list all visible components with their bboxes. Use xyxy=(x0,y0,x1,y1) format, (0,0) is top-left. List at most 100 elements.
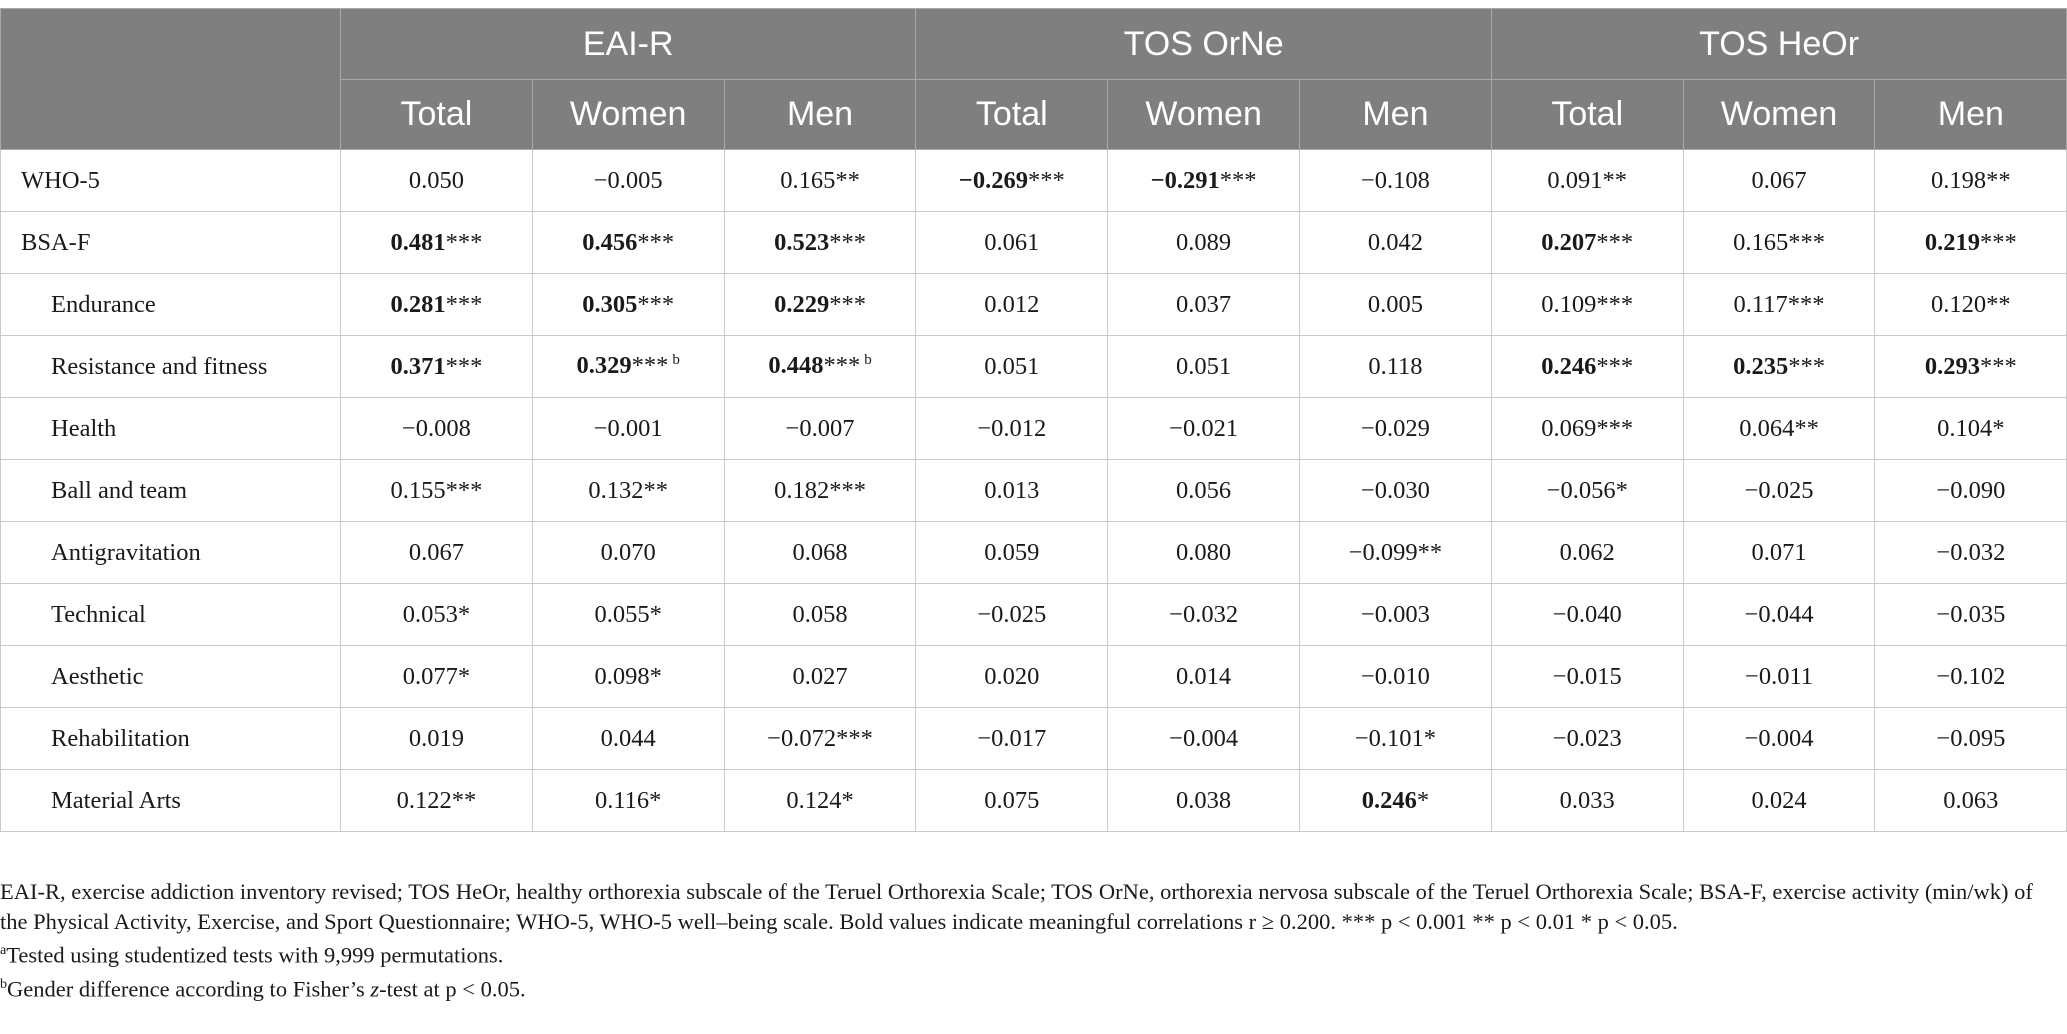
table-cell: −0.001 xyxy=(531,397,725,460)
row-label: Antigravitation xyxy=(0,521,341,584)
significance-stars: ** xyxy=(1602,166,1628,194)
significance-stars: ** xyxy=(451,786,477,814)
table-cell: −0.017 xyxy=(915,707,1109,770)
table-cell: 0.246*** xyxy=(1490,335,1684,398)
cell-value: −0.017 xyxy=(977,724,1047,752)
significance-stars: *** xyxy=(1788,352,1825,380)
cell-value: −0.101 xyxy=(1354,724,1424,752)
significance-stars: ** xyxy=(1986,290,2011,318)
subheader-men: Men xyxy=(1299,79,1492,150)
table-cell: 0.229*** xyxy=(723,273,917,336)
table-cell: 0.020 xyxy=(915,645,1109,708)
cell-value: −0.015 xyxy=(1552,662,1622,690)
table-cell: 0.042 xyxy=(1299,211,1492,274)
table-cell: 0.075 xyxy=(915,769,1109,832)
cell-value: −0.021 xyxy=(1169,414,1239,442)
cell-value: 0.132 xyxy=(588,476,644,504)
cell-value: 0.069 xyxy=(1541,414,1597,442)
table-cell: −0.004 xyxy=(1107,707,1301,770)
table-row: Aesthetic 0.077* 0.098* 0.027 0.020 0.014 −0.0… xyxy=(0,645,2067,708)
cell-value: 0.235 xyxy=(1733,352,1789,380)
table-cell: −0.032 xyxy=(1107,583,1301,646)
cell-value: 0.122 xyxy=(396,786,452,814)
cell-value: 0.305 xyxy=(582,290,638,318)
table-row: Antigravitation 0.067 0.070 0.068 0.059 0.080… xyxy=(0,521,2067,584)
table-cell: 0.198** xyxy=(1874,149,2067,212)
cell-value: 0.075 xyxy=(984,786,1040,814)
row-label: Resistance and fitness xyxy=(0,335,341,398)
table-cell: −0.056* xyxy=(1490,459,1684,522)
cell-value: 0.182 xyxy=(774,476,830,504)
cell-value: 0.104 xyxy=(1937,414,1993,442)
cell-value: 0.371 xyxy=(390,352,446,380)
table-row: BSA-F 0.481*** 0.456*** 0.523*** 0.061 0.089 0… xyxy=(0,211,2067,274)
row-label: Endurance xyxy=(0,273,341,336)
significance-stars: ** xyxy=(643,476,669,504)
cell-value: 0.080 xyxy=(1176,538,1232,566)
table-row: Health −0.008 −0.001 −0.007 −0.012 −0.021 −0.0… xyxy=(0,397,2067,460)
subheader-total: Total xyxy=(1490,79,1684,150)
row-label: Material Arts xyxy=(0,769,341,832)
cell-value: −0.025 xyxy=(1744,476,1814,504)
cell-value: −0.090 xyxy=(1936,476,2006,504)
cell-value: 0.063 xyxy=(1943,786,1999,814)
table-cell: −0.003 xyxy=(1299,583,1492,646)
table-cell: 0.059 xyxy=(915,521,1109,584)
table-cell: 0.044 xyxy=(531,707,725,770)
row-label: WHO-5 xyxy=(0,149,341,212)
significance-stars: ** xyxy=(1986,166,2011,194)
table-cell: −0.008 xyxy=(340,397,533,460)
cell-value: −0.008 xyxy=(401,414,471,442)
cell-value: 0.051 xyxy=(984,352,1040,380)
table-cell: 0.056 xyxy=(1107,459,1301,522)
cell-value: 0.198 xyxy=(1931,166,1987,194)
cell-value: 0.012 xyxy=(984,290,1040,318)
table-cell: −0.025 xyxy=(915,583,1109,646)
subheader-total: Total xyxy=(915,79,1109,150)
table-cell: 0.089 xyxy=(1107,211,1301,274)
row-label: Health xyxy=(0,397,341,460)
table-cell: 0.080 xyxy=(1107,521,1301,584)
table-cell: 0.071 xyxy=(1682,521,1876,584)
cell-value: −0.025 xyxy=(977,600,1047,628)
table-cell: −0.291*** xyxy=(1107,149,1301,212)
table-cell: 0.013 xyxy=(915,459,1109,522)
table-row: WHO-5 0.050 −0.005 0.165** −0.269*** −0.291**… xyxy=(0,149,2067,212)
table-cell: 0.050 xyxy=(340,149,533,212)
cell-value: −0.032 xyxy=(1936,538,2006,566)
table-cell: 0.246* xyxy=(1299,769,1492,832)
cell-value: 0.033 xyxy=(1559,786,1615,814)
subheader-men: Men xyxy=(1874,79,2067,150)
table-cell: 0.063 xyxy=(1874,769,2067,832)
table-cell: 0.122** xyxy=(340,769,533,832)
table-cell: −0.012 xyxy=(915,397,1109,460)
group-header-tos-heor: TOS HeOr xyxy=(1490,8,2067,80)
subheader-women: Women xyxy=(1682,79,1876,150)
table-row: Ball and team 0.155*** 0.132** 0.182*** 0.01… xyxy=(0,459,2067,522)
table-cell: 0.207*** xyxy=(1490,211,1684,274)
table-cell: 0.371*** xyxy=(340,335,533,398)
subheader-men: Men xyxy=(723,79,917,150)
table-row: Endurance 0.281*** 0.305*** 0.229*** 0.012 0.… xyxy=(0,273,2067,336)
table-cell: 0.014 xyxy=(1107,645,1301,708)
table-cell: −0.035 xyxy=(1874,583,2067,646)
cell-value: −0.005 xyxy=(593,166,663,194)
cell-value: 0.051 xyxy=(1176,352,1232,380)
cell-value: 0.044 xyxy=(600,724,656,752)
significance-stars: *** xyxy=(445,228,483,256)
footnote-marker: b xyxy=(672,352,680,369)
cell-value: 0.165 xyxy=(780,166,836,194)
cell-value: 0.053 xyxy=(402,600,458,628)
table-cell: 0.165** xyxy=(723,149,917,212)
cell-value: 0.059 xyxy=(984,538,1040,566)
table-cell: −0.015 xyxy=(1490,645,1684,708)
table-cell: 0.329*** b xyxy=(531,335,725,398)
cell-value: 0.293 xyxy=(1924,352,1981,380)
cell-value: 0.091 xyxy=(1547,166,1603,194)
cell-value: −0.269 xyxy=(958,166,1028,194)
table-cell: −0.005 xyxy=(531,149,725,212)
significance-stars: *** xyxy=(445,352,483,380)
table-cell: 0.155*** xyxy=(340,459,533,522)
cell-value: 0.118 xyxy=(1368,352,1423,380)
table-cell: 0.055* xyxy=(531,583,725,646)
